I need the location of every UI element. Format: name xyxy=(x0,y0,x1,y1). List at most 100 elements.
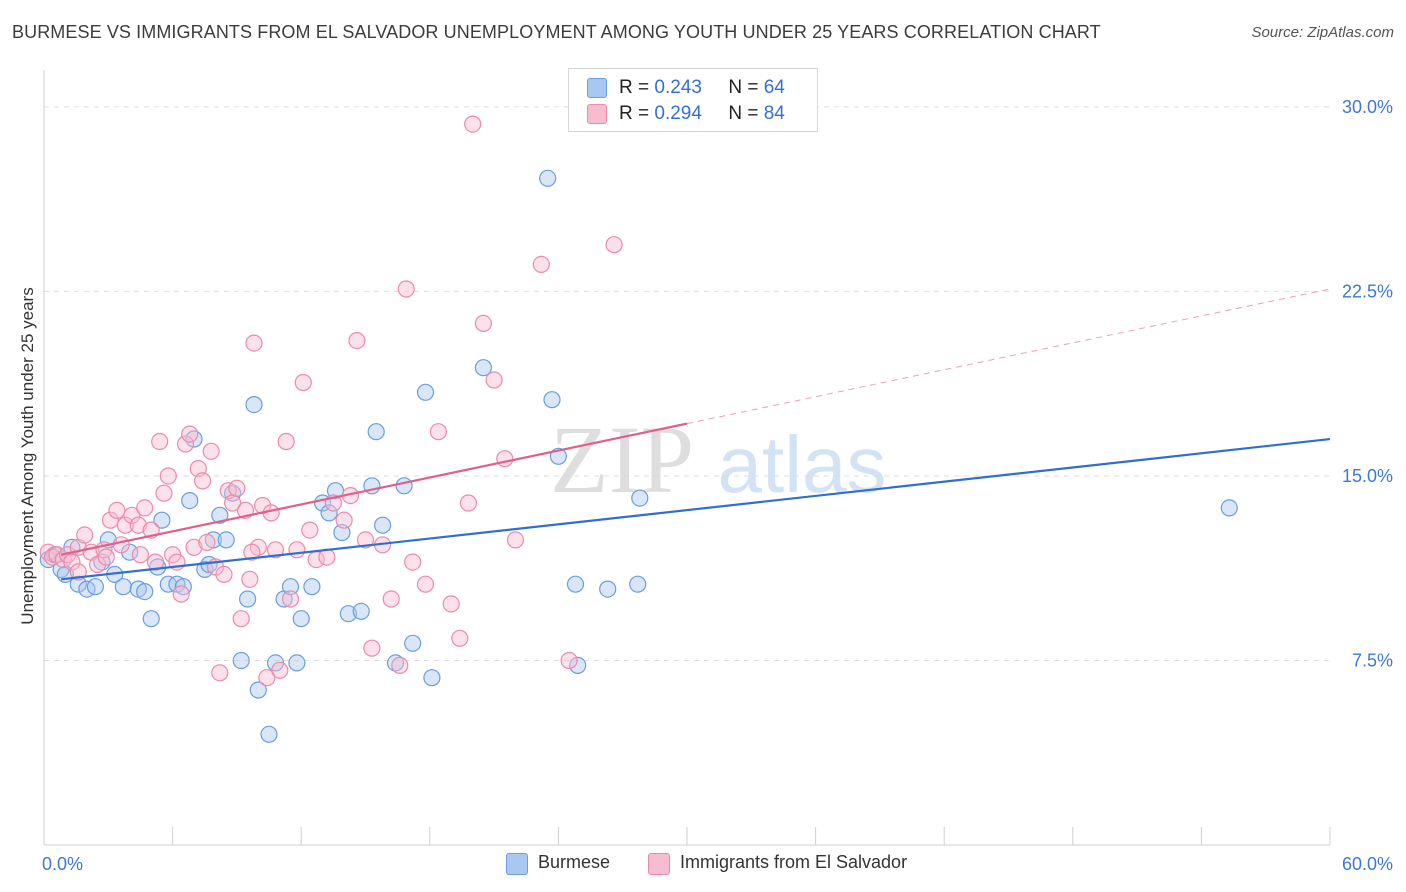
burmese-point xyxy=(423,669,441,687)
salvador-point xyxy=(101,511,120,529)
burmese-point xyxy=(599,580,617,598)
salvador-point xyxy=(63,553,81,571)
burmese-point xyxy=(1220,499,1238,517)
burmese-point xyxy=(320,504,338,522)
salvador-point xyxy=(211,664,229,682)
burmese-point xyxy=(292,610,310,628)
salvador-point xyxy=(485,371,503,389)
salvador-point xyxy=(391,656,409,675)
axes xyxy=(43,70,1331,846)
burmese-points xyxy=(39,169,1238,743)
n-label: N = xyxy=(728,103,759,124)
salvador-point xyxy=(129,516,147,534)
burmese-point xyxy=(569,656,587,675)
salvador-point xyxy=(136,499,154,517)
salvador-point xyxy=(155,484,173,502)
burmese-point xyxy=(352,602,370,620)
salvador-point xyxy=(532,255,550,273)
watermark: ZIP atlas xyxy=(550,406,886,513)
salvador-point xyxy=(151,432,169,451)
burmese-point xyxy=(136,582,154,601)
legend-swatch-salvador xyxy=(587,104,607,124)
salvador-point xyxy=(429,423,447,441)
salvador-point xyxy=(459,494,477,512)
salvador-point xyxy=(215,565,233,584)
salvador-point xyxy=(172,585,190,603)
burmese-point xyxy=(566,575,585,593)
salvador-point xyxy=(97,548,115,566)
salvador-point xyxy=(363,639,381,657)
salvador-point xyxy=(228,479,246,497)
burmese-point xyxy=(416,383,435,401)
source-label: Source: ZipAtlas.com xyxy=(1251,24,1394,41)
burmese-point xyxy=(395,477,413,495)
salvador-point xyxy=(281,590,300,608)
burmese-point xyxy=(114,578,132,596)
watermark-atlas: atlas xyxy=(718,420,887,509)
burmese-point xyxy=(303,578,321,596)
x-tick-label-max: 60.0% xyxy=(1342,854,1393,874)
salvador-point xyxy=(560,651,578,670)
salvador-point xyxy=(356,531,375,549)
salvador-point xyxy=(76,526,94,544)
salvador-point xyxy=(335,511,353,529)
salvador-point xyxy=(241,570,259,588)
correlation-legend: R = 0.243 N = 64 R = 0.294 N = 84 xyxy=(568,68,818,132)
y-tick-labels: 7.5% 15.0% 22.5% 30.0% 0.0% 60.0% xyxy=(42,97,1393,874)
y-tick-label: 22.5% xyxy=(1342,281,1393,301)
salvador-point xyxy=(288,541,306,559)
burmese-point xyxy=(367,423,385,441)
salvador-point xyxy=(496,450,514,468)
burmese-point xyxy=(260,725,278,743)
salvador-point xyxy=(416,575,435,593)
salvador-point xyxy=(506,531,525,549)
burmese-point xyxy=(69,575,87,593)
burmese-point xyxy=(281,578,300,596)
burmese-point xyxy=(631,489,649,507)
y-tick-label: 15.0% xyxy=(1342,466,1393,486)
salvador-point xyxy=(266,541,285,559)
salvador-point xyxy=(181,425,199,443)
n-value-burmese: 64 xyxy=(763,77,785,98)
y-tick-label: 30.0% xyxy=(1342,97,1393,117)
salvador-point xyxy=(474,314,492,332)
chart-title: BURMESE VS IMMIGRANTS FROM EL SALVADOR U… xyxy=(12,22,1101,42)
burmese-point xyxy=(181,492,199,510)
burmese-point xyxy=(239,590,257,608)
salvador-points xyxy=(39,115,623,687)
salvador-trend-line-extension xyxy=(686,288,1331,425)
burmese-point xyxy=(404,634,422,652)
r-value-salvador: 0.294 xyxy=(654,103,702,124)
salvador-point xyxy=(348,332,366,350)
salvador-point xyxy=(123,506,141,524)
trend-lines xyxy=(60,288,1331,581)
grid-lines xyxy=(44,106,1330,661)
salvador-point xyxy=(198,533,216,552)
x-tick-label-min: 0.0% xyxy=(42,854,83,874)
salvador-point xyxy=(397,280,415,298)
n-value-salvador: 84 xyxy=(763,103,785,124)
y-axis-label: Unemployment Among Youth under 25 years xyxy=(18,287,37,625)
burmese-point xyxy=(211,506,229,524)
salvador-point xyxy=(258,669,276,687)
salvador-point xyxy=(301,521,319,539)
r-value-burmese: 0.243 xyxy=(654,77,702,98)
salvador-point xyxy=(382,590,400,608)
salvador-point xyxy=(232,610,250,628)
burmese-point xyxy=(86,578,105,596)
burmese-point xyxy=(153,511,171,529)
salvador-point xyxy=(245,334,263,352)
legend-label-salvador: Immigrants from El Salvador xyxy=(680,852,908,872)
salvador-point xyxy=(271,661,289,679)
burmese-point xyxy=(539,169,557,187)
salvador-point xyxy=(112,536,130,554)
salvador-point xyxy=(442,595,460,613)
salvador-point xyxy=(464,115,482,133)
salvador-point xyxy=(131,546,149,564)
burmese-point xyxy=(232,651,250,670)
burmese-point xyxy=(374,516,392,534)
salvador-point xyxy=(277,432,295,451)
salvador-point xyxy=(294,373,312,392)
legend-swatch-salvador xyxy=(648,853,670,875)
salvador-trend-line xyxy=(60,422,688,556)
